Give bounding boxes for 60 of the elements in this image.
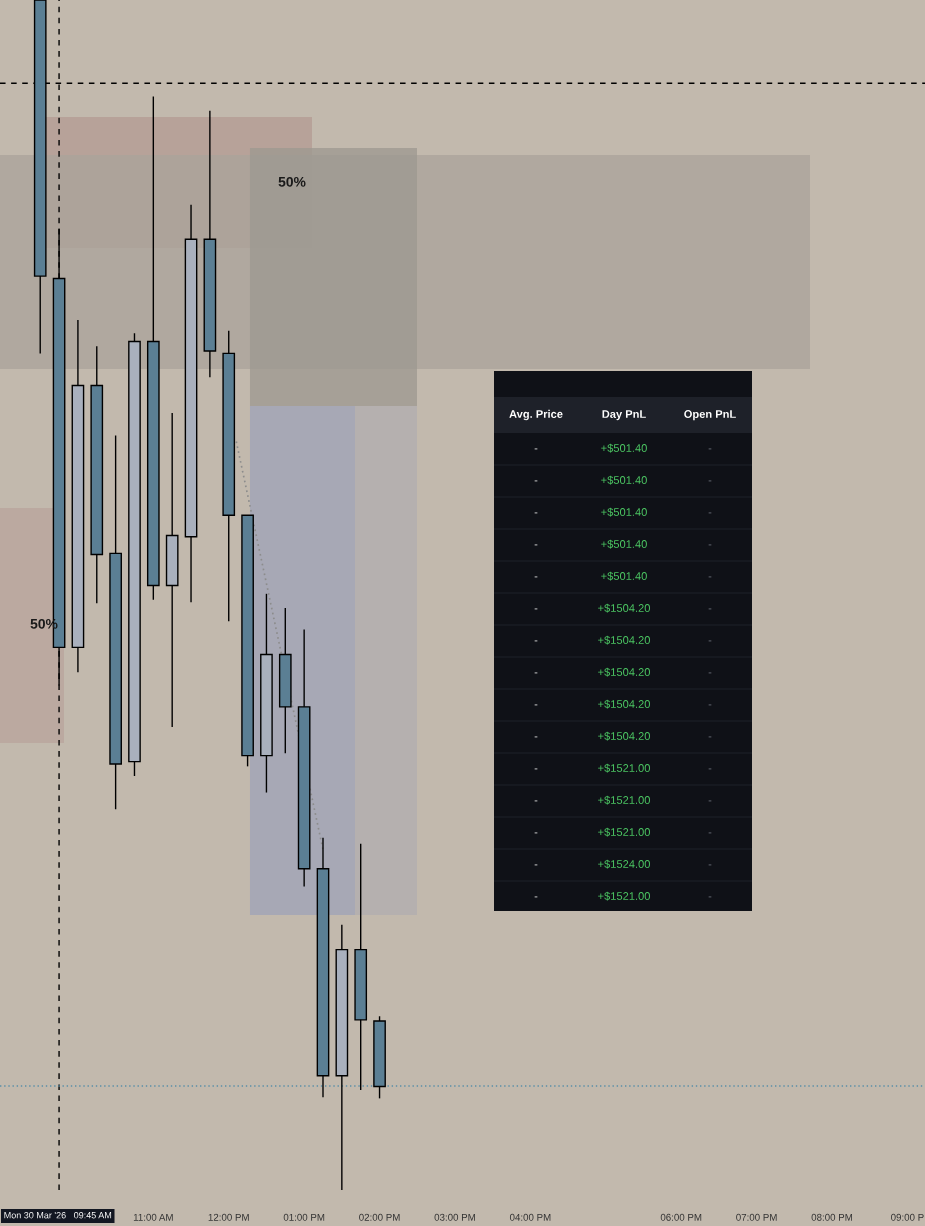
- text: +$501.40: [601, 539, 647, 549]
- x-tick-label: 03:00 PM: [434, 1213, 475, 1221]
- text: +$1521.00: [598, 891, 650, 901]
- text: -: [708, 896, 712, 898]
- text: +$1504.20: [598, 667, 650, 677]
- text: +$1521.00: [598, 795, 650, 805]
- text: +$1521.00: [598, 763, 650, 773]
- x-tick-label: 12:00 PM: [208, 1213, 249, 1221]
- text: -: [534, 480, 538, 482]
- text: -: [708, 512, 712, 514]
- category-label: Day PnL: [602, 410, 646, 421]
- text: +$1504.20: [598, 635, 650, 645]
- x-tick-label: 07:00 PM: [736, 1213, 777, 1221]
- text: -: [708, 832, 712, 834]
- text: +$501.40: [601, 475, 647, 485]
- text: -: [534, 704, 538, 706]
- text: +$1504.20: [598, 603, 650, 613]
- text: -: [708, 864, 712, 866]
- text: -: [534, 864, 538, 866]
- text: -: [708, 768, 712, 770]
- text: +$501.40: [601, 443, 647, 453]
- category-label: Avg. Price: [509, 409, 563, 421]
- text: -: [708, 480, 712, 482]
- x-tick-label: 08:00 PM: [811, 1213, 853, 1221]
- text: -: [534, 736, 538, 738]
- text: -: [708, 608, 712, 610]
- x-tick-label: 04:00 PM: [509, 1213, 551, 1221]
- text: -: [534, 832, 538, 834]
- text: -: [708, 640, 712, 642]
- text: -: [708, 736, 712, 738]
- text: +$1504.20: [598, 731, 650, 741]
- text: -: [534, 768, 538, 770]
- text: -: [534, 608, 538, 610]
- text: +$1521.00: [598, 827, 650, 837]
- text: +$501.40: [601, 507, 647, 517]
- text: +$1504.20: [598, 699, 650, 709]
- category-label: Open PnL: [684, 410, 736, 421]
- text: -: [708, 704, 712, 706]
- text: -: [534, 672, 538, 674]
- x-tick-label: 09:00 P: [891, 1213, 924, 1221]
- text: -: [534, 576, 538, 578]
- annotation: 50%: [278, 176, 306, 187]
- text: +$501.40: [601, 571, 647, 581]
- text: -: [534, 640, 538, 642]
- x-tick-label: 11:00 AM: [133, 1213, 173, 1221]
- text: -: [708, 544, 712, 546]
- text: -: [534, 896, 538, 898]
- x-tick-label: 01:00 PM: [283, 1213, 325, 1221]
- text: -: [534, 448, 538, 450]
- text: -: [708, 576, 712, 578]
- x-tick-label: 06:00 PM: [660, 1213, 702, 1221]
- x-tick-label: 02:00 PM: [359, 1213, 400, 1221]
- text: -: [708, 448, 712, 450]
- text: -: [534, 512, 538, 514]
- text: -: [708, 672, 712, 674]
- ref-line-label: Mon 30 Mar '26 09:45 AM: [4, 1212, 112, 1219]
- text: -: [534, 800, 538, 802]
- text: +$1524.00: [598, 859, 650, 869]
- text: -: [534, 544, 538, 546]
- text: -: [708, 800, 712, 802]
